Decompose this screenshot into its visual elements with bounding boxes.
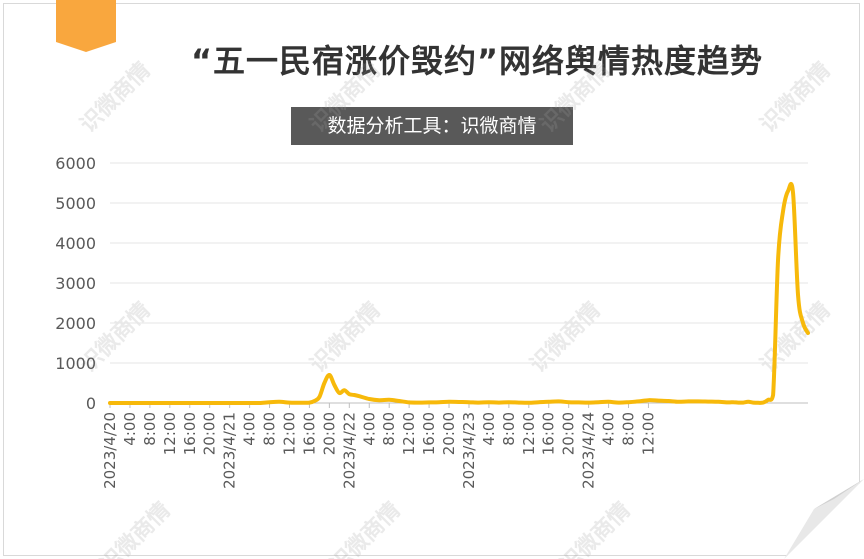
x-tick-label: 8:00 (380, 412, 398, 446)
chart-subtitle: 数据分析工具：识微商情 (291, 107, 573, 145)
x-tick-label: 12:00 (639, 412, 657, 455)
x-tick-label: 16:00 (420, 412, 438, 455)
x-tick-label: 16:00 (300, 412, 318, 455)
x-tick-label: 20:00 (560, 412, 578, 455)
x-tick-label: 8:00 (141, 412, 159, 446)
chart-title: “五一民宿涨价毁约”网络舆情热度趋势 (190, 42, 764, 80)
y-tick-label: 1000 (55, 354, 96, 373)
chart-frame (3, 3, 860, 556)
x-tick-label: 4:00 (600, 412, 618, 446)
x-tick-label: 4:00 (121, 412, 139, 446)
x-tick-label: 2023/4/23 (460, 412, 478, 489)
y-tick-label: 6000 (55, 154, 96, 173)
x-tick-label: 16:00 (181, 412, 199, 455)
x-tick-label: 12:00 (280, 412, 298, 455)
y-tick-label: 4000 (55, 234, 96, 253)
x-tick-label: 2023/4/21 (221, 412, 239, 489)
x-tick-label: 2023/4/20 (101, 412, 119, 489)
bookmark-ribbon (56, 0, 116, 52)
x-tick-label: 8:00 (620, 412, 638, 446)
x-tick-label: 20:00 (201, 412, 219, 455)
y-tick-label: 0 (86, 394, 96, 413)
y-tick-label: 2000 (55, 314, 96, 333)
x-tick-label: 12:00 (161, 412, 179, 455)
x-tick-label: 8:00 (500, 412, 518, 446)
x-tick-label: 4:00 (360, 412, 378, 446)
series-line (108, 181, 810, 405)
x-tick-label: 4:00 (241, 412, 259, 446)
x-tick-label: 20:00 (440, 412, 458, 455)
y-tick-label: 3000 (55, 274, 96, 293)
x-tick-label: 8:00 (261, 412, 279, 446)
x-tick-label: 16:00 (540, 412, 558, 455)
x-tick-label: 12:00 (520, 412, 538, 455)
x-tick-label: 2023/4/24 (580, 412, 598, 489)
x-tick-label: 2023/4/22 (340, 412, 358, 489)
page-curl (784, 479, 864, 559)
x-tick-label: 12:00 (400, 412, 418, 455)
x-tick-label: 20:00 (320, 412, 338, 455)
y-tick-label: 5000 (55, 194, 96, 213)
x-tick-label: 4:00 (480, 412, 498, 446)
